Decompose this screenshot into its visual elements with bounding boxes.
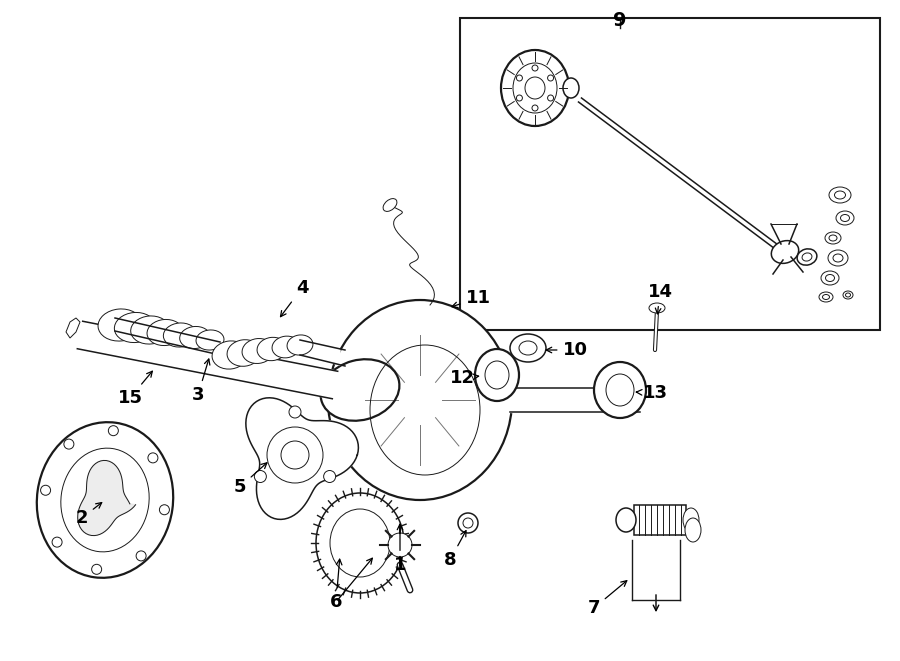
Bar (460, 18, 880, 330)
Text: 14: 14 (647, 283, 672, 314)
Ellipse shape (383, 198, 397, 212)
Ellipse shape (287, 335, 313, 355)
Ellipse shape (196, 330, 224, 350)
Ellipse shape (563, 78, 579, 98)
Ellipse shape (828, 250, 848, 266)
Ellipse shape (458, 513, 478, 533)
Ellipse shape (510, 334, 546, 362)
Text: 6: 6 (329, 559, 342, 611)
Circle shape (64, 439, 74, 449)
Ellipse shape (114, 313, 156, 342)
Ellipse shape (683, 508, 699, 532)
Circle shape (159, 505, 169, 515)
Circle shape (547, 95, 553, 101)
Text: 5: 5 (234, 463, 267, 496)
Circle shape (532, 65, 538, 71)
Text: 13: 13 (636, 384, 668, 402)
Text: 7: 7 (588, 580, 626, 617)
Polygon shape (115, 318, 220, 355)
Circle shape (532, 105, 538, 111)
Ellipse shape (98, 309, 142, 341)
Ellipse shape (797, 249, 817, 265)
Text: 15: 15 (118, 371, 152, 407)
Ellipse shape (836, 211, 854, 225)
Ellipse shape (501, 50, 569, 126)
Circle shape (324, 471, 336, 483)
Circle shape (92, 564, 102, 574)
Polygon shape (77, 321, 338, 399)
Text: 4: 4 (281, 279, 308, 317)
Ellipse shape (475, 349, 519, 401)
Ellipse shape (257, 337, 287, 361)
Ellipse shape (649, 303, 665, 313)
Polygon shape (77, 461, 136, 535)
Ellipse shape (829, 187, 851, 203)
Ellipse shape (771, 241, 798, 263)
Ellipse shape (320, 359, 400, 421)
Ellipse shape (316, 493, 404, 593)
Ellipse shape (37, 422, 173, 578)
Polygon shape (510, 388, 640, 412)
Ellipse shape (328, 300, 512, 500)
Circle shape (547, 75, 553, 81)
Ellipse shape (180, 327, 211, 348)
Circle shape (148, 453, 157, 463)
Polygon shape (300, 340, 340, 365)
Polygon shape (246, 398, 358, 520)
Ellipse shape (825, 232, 841, 244)
Ellipse shape (843, 291, 853, 299)
Circle shape (52, 537, 62, 547)
Text: 9: 9 (613, 11, 626, 30)
Text: 12: 12 (449, 369, 479, 387)
Circle shape (289, 406, 301, 418)
Circle shape (517, 75, 522, 81)
Text: 11: 11 (452, 289, 491, 307)
Circle shape (108, 426, 119, 436)
Text: 1: 1 (394, 524, 406, 574)
Polygon shape (66, 318, 80, 338)
Circle shape (136, 551, 146, 561)
Ellipse shape (242, 338, 274, 364)
Circle shape (40, 485, 50, 495)
Ellipse shape (272, 336, 300, 358)
Text: 8: 8 (444, 531, 466, 569)
Ellipse shape (227, 340, 261, 366)
Text: 10: 10 (546, 341, 588, 359)
Ellipse shape (212, 341, 248, 369)
Text: 2: 2 (76, 502, 102, 527)
Ellipse shape (819, 292, 833, 302)
Ellipse shape (594, 362, 646, 418)
Ellipse shape (164, 323, 196, 347)
Ellipse shape (130, 316, 169, 344)
Ellipse shape (616, 508, 636, 532)
Bar (634, 505, 686, 535)
Ellipse shape (821, 271, 839, 285)
Ellipse shape (147, 319, 183, 346)
Ellipse shape (685, 518, 701, 542)
Circle shape (517, 95, 522, 101)
Text: 3: 3 (192, 359, 210, 404)
Circle shape (388, 533, 412, 557)
Circle shape (255, 471, 266, 483)
